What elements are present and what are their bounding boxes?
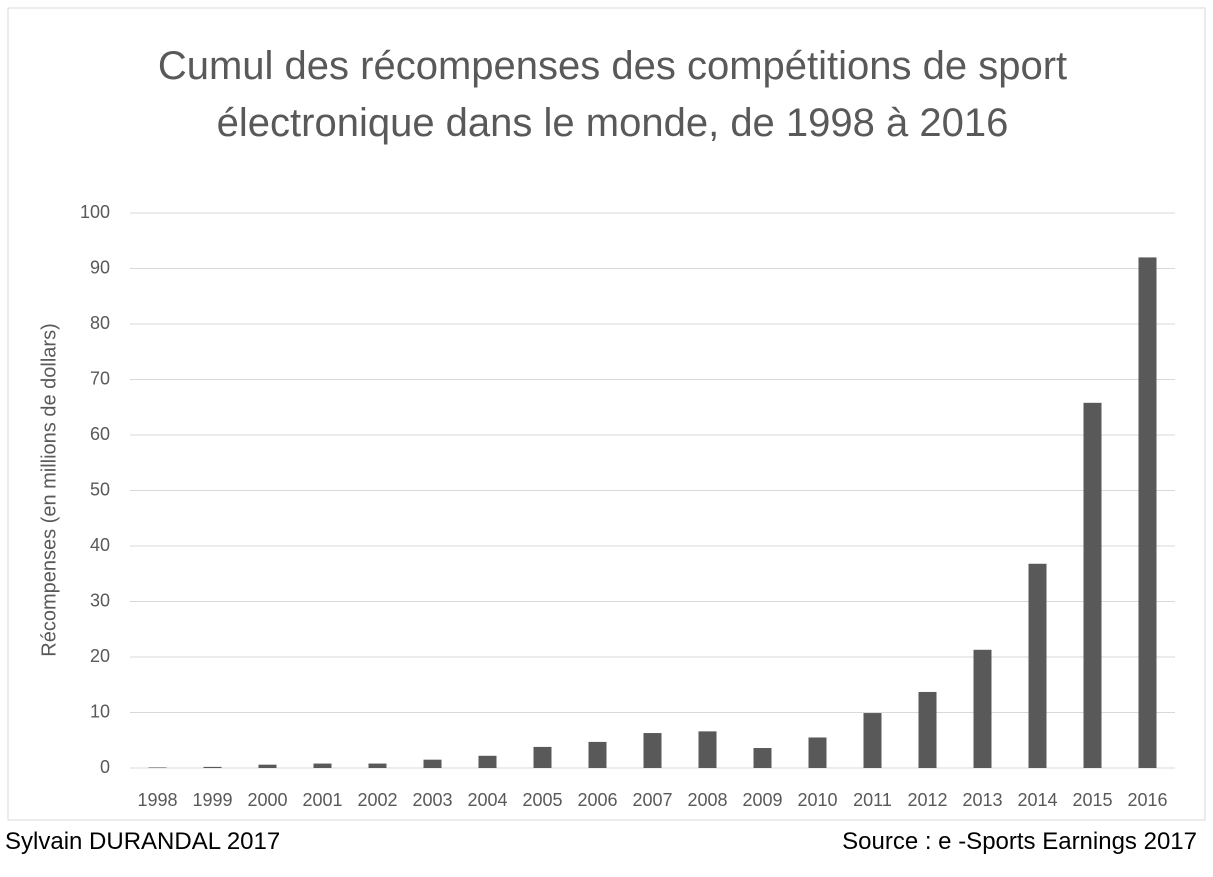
bar	[423, 759, 442, 768]
bar	[1083, 402, 1102, 768]
bar	[368, 763, 387, 768]
y-tick-label: 100	[80, 202, 110, 222]
x-tick-label: 2011	[853, 790, 892, 810]
bar	[1028, 563, 1047, 768]
bar	[478, 755, 497, 768]
x-tick-label: 2007	[632, 790, 672, 810]
x-tick-label: 2012	[907, 790, 947, 810]
bar	[148, 767, 167, 768]
source: Source : e -Sports Earnings 2017	[842, 828, 1197, 855]
author: Sylvain DURANDAL 2017	[5, 828, 281, 855]
x-tick-label: 2016	[1127, 790, 1167, 810]
y-tick-label: 10	[90, 701, 110, 721]
x-tick-label: 1998	[137, 790, 177, 810]
bar	[533, 746, 552, 768]
y-tick-label: 0	[100, 757, 110, 777]
bar	[753, 748, 772, 768]
x-tick-label: 2003	[412, 790, 452, 810]
x-tick-label: 2001	[302, 790, 342, 810]
y-tick-label: 60	[90, 424, 110, 444]
x-tick-label: 2006	[577, 790, 617, 810]
bar	[808, 737, 827, 768]
x-tick-label: 2008	[687, 790, 727, 810]
y-tick-label: 80	[90, 313, 110, 333]
bar	[258, 764, 277, 768]
bar	[1138, 257, 1157, 768]
bar	[698, 731, 717, 768]
x-tick-label: 2002	[357, 790, 397, 810]
bar	[643, 733, 662, 768]
x-tick-label: 2000	[247, 790, 287, 810]
x-tick-label: 2015	[1072, 790, 1112, 810]
bar	[588, 741, 607, 768]
x-tick-label: 2004	[467, 790, 507, 810]
x-tick-label: 1999	[192, 790, 232, 810]
y-tick-label: 50	[90, 479, 110, 499]
x-tick-label: 2005	[522, 790, 562, 810]
bar	[313, 763, 332, 768]
y-tick-label: 20	[90, 646, 110, 666]
x-tick-label: 2014	[1017, 790, 1057, 810]
x-tick-label: 2010	[797, 790, 837, 810]
bar	[973, 649, 992, 768]
bar	[863, 713, 882, 768]
y-tick-label: 90	[90, 257, 110, 277]
y-tick-label: 70	[90, 368, 110, 388]
x-tick-label: 2013	[962, 790, 1002, 810]
y-tick-label: 30	[90, 590, 110, 610]
y-axis-label: Récompenses (en millions de dollars)	[38, 323, 60, 656]
x-tick-label: 2009	[742, 790, 782, 810]
chart-title: Cumul des récompenses des compétitions d…	[157, 44, 1068, 145]
chart-border	[7, 7, 1206, 821]
bar	[918, 691, 937, 768]
y-tick-label: 40	[90, 535, 110, 555]
bar	[203, 766, 222, 768]
